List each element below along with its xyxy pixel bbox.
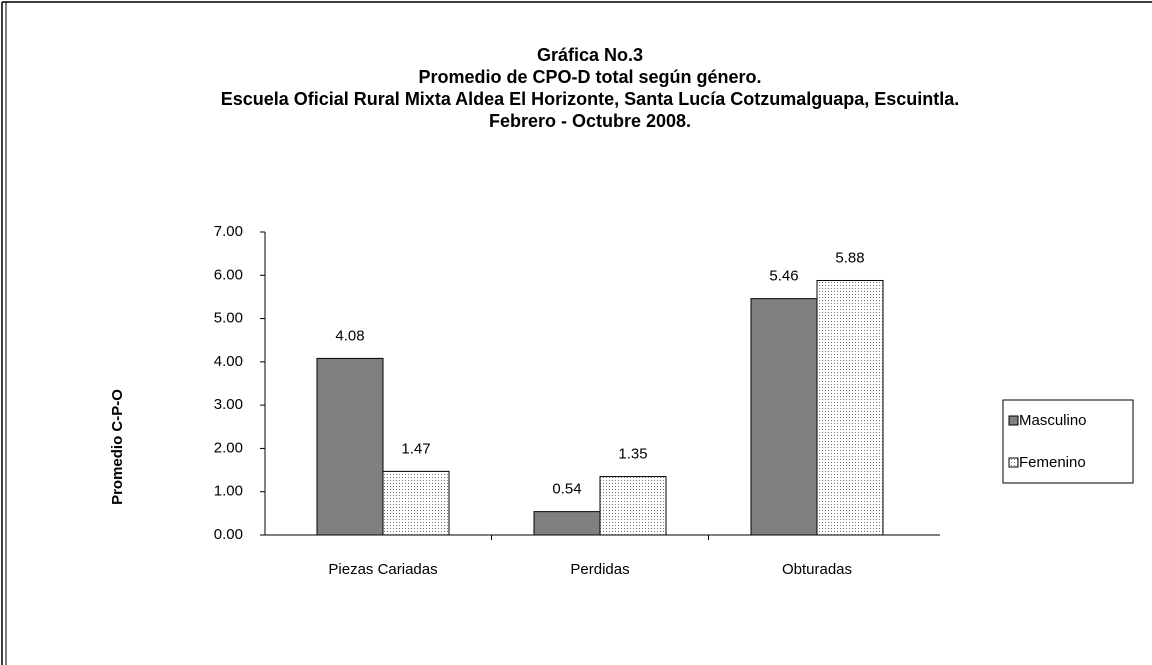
bar [599,476,667,536]
y-axis-label: Promedio C-P-O [109,389,126,505]
y-tick-label: 2.00 [214,439,243,456]
x-tick-label: Piezas Cariadas [328,561,437,578]
y-tick-label: 1.00 [214,483,243,500]
chart-title: Promedio de CPO-D total según género. [418,67,761,87]
y-tick-label: 0.00 [214,526,243,543]
bar [750,298,818,536]
value-label: 5.88 [835,249,864,266]
legend-label: Femenino [1019,454,1086,471]
x-tick-label: Obturadas [782,561,852,578]
bar [382,470,450,536]
chart-title: Escuela Oficial Rural Mixta Aldea El Hor… [221,89,960,109]
legend-swatch [1008,415,1019,426]
bar [316,357,384,536]
y-tick-label: 4.00 [214,353,243,370]
y-tick-label: 5.00 [214,310,243,327]
legend-box [1002,399,1134,484]
bar [816,279,884,536]
x-tick-label: Perdidas [570,561,629,578]
value-label: 4.08 [335,327,364,344]
value-label: 1.47 [401,440,430,457]
legend-swatch [1008,457,1019,468]
chart-title: Febrero - Octubre 2008. [489,111,691,131]
value-label: 0.54 [552,481,581,498]
y-tick-label: 3.00 [214,396,243,413]
y-tick-label: 6.00 [214,266,243,283]
y-tick-label: 7.00 [214,223,243,240]
value-label: 1.35 [618,446,647,463]
value-label: 5.46 [769,268,798,285]
chart-title: Gráfica No.3 [537,45,643,65]
legend-label: Masculino [1019,412,1087,429]
bar [533,511,601,536]
